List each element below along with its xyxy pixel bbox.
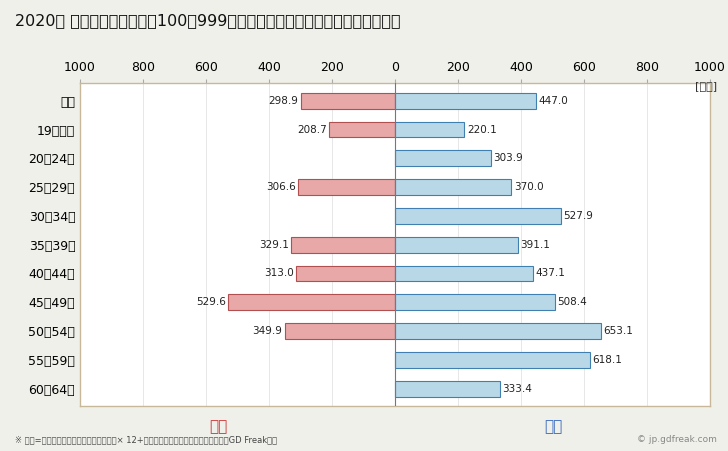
Text: 329.1: 329.1: [259, 239, 289, 250]
Text: 508.4: 508.4: [558, 297, 587, 307]
Bar: [395, 179, 512, 195]
Text: 527.9: 527.9: [563, 211, 593, 221]
Text: 437.1: 437.1: [535, 268, 565, 278]
Bar: [296, 266, 395, 281]
Text: 653.1: 653.1: [603, 326, 633, 336]
Text: © jp.gdfreak.com: © jp.gdfreak.com: [637, 435, 717, 444]
Text: 447.0: 447.0: [538, 96, 568, 106]
Text: 370.0: 370.0: [514, 182, 544, 192]
Bar: [395, 323, 601, 339]
Text: 男性: 男性: [544, 419, 563, 434]
Text: 女性: 女性: [209, 419, 228, 434]
Bar: [291, 237, 395, 253]
Bar: [395, 208, 561, 224]
Text: 298.9: 298.9: [269, 96, 298, 106]
Text: 306.6: 306.6: [266, 182, 296, 192]
Bar: [395, 93, 536, 109]
Bar: [395, 352, 590, 368]
Bar: [301, 93, 395, 109]
Bar: [395, 295, 555, 310]
Text: 208.7: 208.7: [297, 124, 327, 134]
Text: 391.1: 391.1: [521, 239, 550, 250]
Bar: [329, 122, 395, 138]
Bar: [395, 150, 491, 166]
Text: 313.0: 313.0: [264, 268, 294, 278]
Text: 349.9: 349.9: [253, 326, 282, 336]
Bar: [395, 381, 500, 396]
Bar: [298, 179, 395, 195]
Text: 220.1: 220.1: [467, 124, 496, 134]
Text: [万円]: [万円]: [695, 81, 717, 91]
Text: 529.6: 529.6: [196, 297, 226, 307]
Bar: [395, 266, 533, 281]
Bar: [228, 295, 395, 310]
Text: 618.1: 618.1: [592, 355, 622, 365]
Text: 2020年 民間企業（従業者数100～999人）フルタイム労働者の男女別平均年収: 2020年 民間企業（従業者数100～999人）フルタイム労働者の男女別平均年収: [15, 14, 400, 28]
Text: 303.9: 303.9: [493, 153, 523, 163]
Bar: [285, 323, 395, 339]
Bar: [395, 237, 518, 253]
Text: ※ 年収=「きまって支給する現金給与額」× 12+「年間賞与その他特別給与額」としてGD Freak推計: ※ 年収=「きまって支給する現金給与額」× 12+「年間賞与その他特別給与額」と…: [15, 435, 277, 444]
Text: 333.4: 333.4: [502, 384, 532, 394]
Bar: [395, 122, 464, 138]
